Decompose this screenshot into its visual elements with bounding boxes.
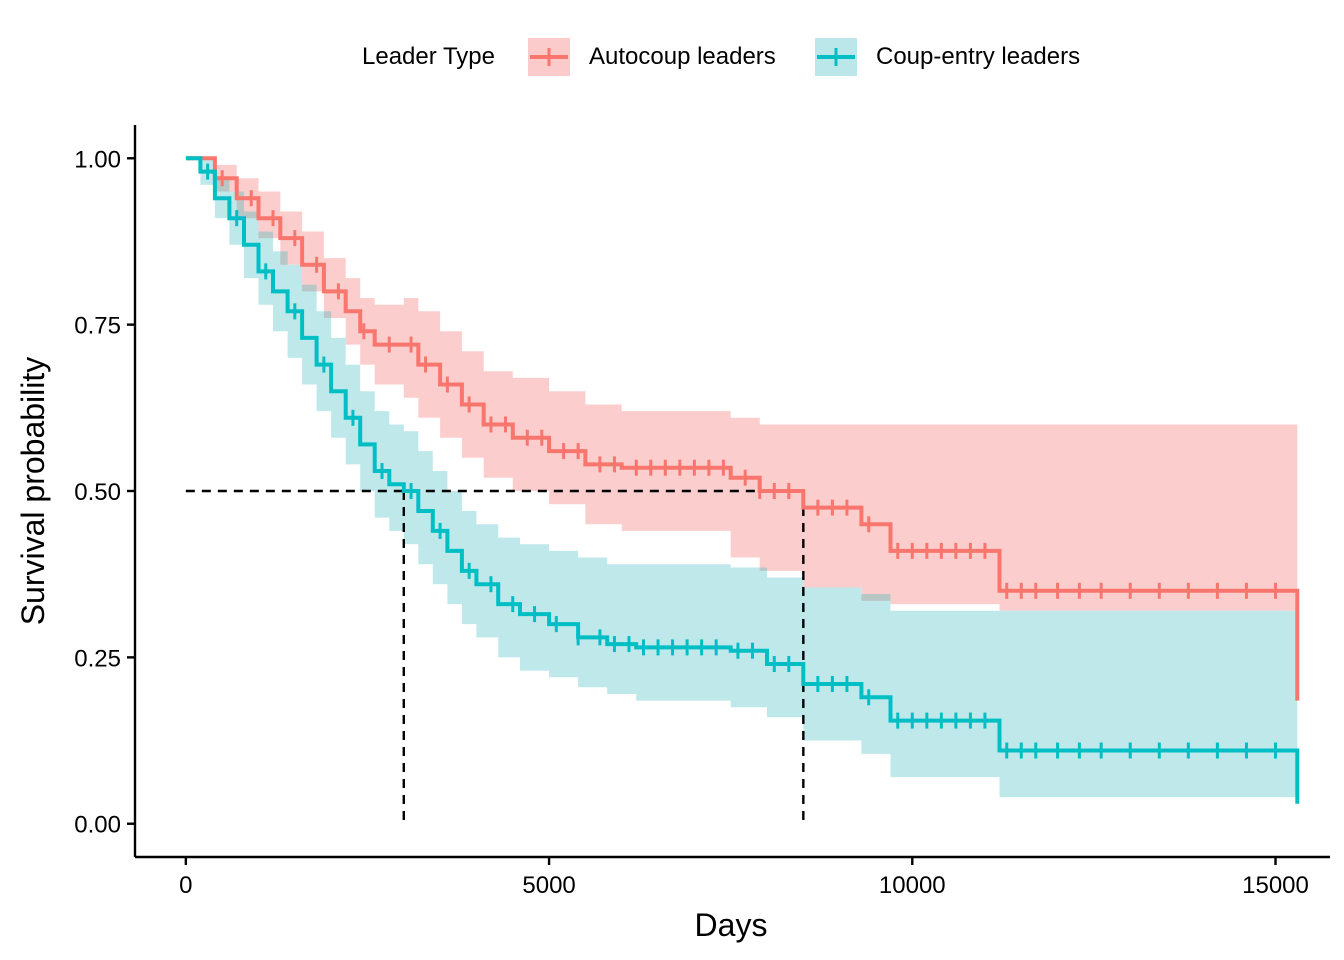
x-tick-label: 10000: [879, 872, 946, 899]
legend-entry-autocoup: Autocoup leaders: [528, 38, 776, 76]
y-axis-title: Survival probability: [15, 357, 51, 626]
confidence-band-autocoup: [185, 158, 1298, 611]
x-ticks: 0 5000 10000 15000: [179, 857, 1309, 899]
confidence-band-overlap-segment: [244, 211, 259, 219]
x-tick-label: 5000: [522, 872, 575, 899]
x-axis-title: Days: [695, 907, 768, 943]
y-tick-label: 0.25: [74, 645, 121, 672]
x-tick-label: 15000: [1242, 872, 1309, 899]
confidence-band-overlap-segment: [302, 284, 317, 292]
y-tick-label: 1.00: [74, 146, 121, 173]
survival-curve-coup-entry: [185, 156, 1300, 804]
legend-entry-coup-entry: Coup-entry leaders: [815, 38, 1080, 76]
legend-title: Leader Type: [362, 43, 495, 70]
censor-marks: [206, 163, 1278, 759]
axes: 0.00 0.25 0.50 0.75 1.00 0 5000 10000 15000: [74, 125, 1330, 899]
confidence-band-overlap-segment: [759, 567, 767, 571]
legend: Leader Type Autocoup leaders Coup-entry …: [362, 38, 1080, 76]
confidence-band-overlap-segment: [236, 191, 244, 219]
survival-curve-autocoup: [185, 156, 1300, 701]
confidence-band-overlap-segment: [323, 311, 332, 318]
median-reference-lines: [185, 489, 805, 824]
confidence-band-overlap-segment: [258, 231, 273, 239]
confidence-band-overlap: [214, 178, 891, 601]
confidence-band-overlap-segment: [280, 251, 288, 265]
confidence-bands: [185, 158, 1298, 798]
y-tick-label: 0.50: [74, 479, 121, 506]
confidence-band-overlap-segment: [861, 594, 891, 601]
confidence-band-coup-entry: [185, 158, 1298, 798]
y-tick-label: 0.75: [74, 313, 121, 340]
legend-label-coup-entry: Coup-entry leaders: [876, 43, 1080, 70]
survival-curves: [185, 156, 1300, 804]
legend-label-autocoup: Autocoup leaders: [589, 43, 776, 70]
y-tick-label: 0.00: [74, 812, 121, 839]
x-tick-label: 0: [179, 872, 192, 899]
y-ticks: 0.00 0.25 0.50 0.75 1.00: [74, 146, 135, 839]
